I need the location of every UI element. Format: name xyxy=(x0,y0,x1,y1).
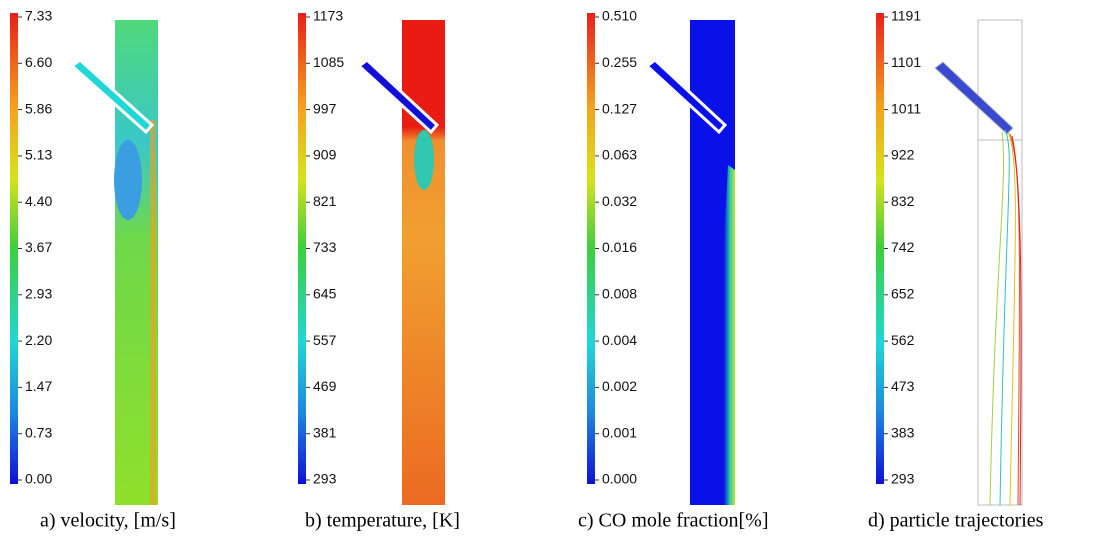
colorbar-label: 821 xyxy=(313,193,337,209)
colorbar xyxy=(10,13,18,484)
trajectory-plot xyxy=(934,19,1023,506)
colorbar-label: 0.002 xyxy=(602,378,637,394)
colorbar-label: 1101 xyxy=(891,54,921,70)
colorbar-label: 383 xyxy=(891,424,915,440)
colorbar xyxy=(587,13,595,484)
colorbar-label: 0.000 xyxy=(602,471,637,487)
colorbar-label: 832 xyxy=(891,193,915,209)
colorbar-label: 293 xyxy=(891,471,915,487)
colorbar-label: 0.008 xyxy=(602,286,637,302)
colorbar-label: 293 xyxy=(313,471,337,487)
colorbar-label: 1173 xyxy=(313,8,343,24)
colorbar-label: 1085 xyxy=(313,54,344,70)
colorbar-label: 0.127 xyxy=(602,100,637,116)
colorbar xyxy=(298,13,306,484)
colorbar-label: 0.004 xyxy=(602,332,637,348)
colorbar-label: 5.86 xyxy=(25,100,52,116)
colorbar-label: 733 xyxy=(313,239,337,255)
co-contour xyxy=(644,20,735,505)
colorbar-label: 5.13 xyxy=(25,147,52,163)
colorbar-label: 7.33 xyxy=(25,8,52,24)
caption: d) particle trajectories xyxy=(868,510,1044,532)
caption: b) temperature, [K] xyxy=(305,510,460,532)
colorbar-label: 0.063 xyxy=(602,147,637,163)
colorbar-label: 0.255 xyxy=(602,54,637,70)
colorbar-label: 469 xyxy=(313,378,337,394)
colorbar-label: 473 xyxy=(891,378,915,394)
colorbar-label: 0.032 xyxy=(602,193,637,209)
colorbar-label: 381 xyxy=(313,424,337,440)
colorbar-label: 997 xyxy=(313,100,337,116)
colorbar-label: 3.67 xyxy=(25,239,52,255)
temperature-contour xyxy=(356,20,445,505)
colorbar-label: 909 xyxy=(313,147,337,163)
colorbar-label: 557 xyxy=(313,332,337,348)
colorbar-label: 645 xyxy=(313,286,337,302)
colorbar-label: 2.93 xyxy=(25,286,52,302)
colorbar-label: 922 xyxy=(891,147,915,163)
velocity-contour xyxy=(69,20,158,505)
colorbar xyxy=(876,13,884,484)
colorbar-label: 0.001 xyxy=(602,424,637,440)
caption: c) CO mole fraction[%] xyxy=(578,510,768,532)
colorbar-label: 742 xyxy=(891,239,915,255)
colorbar-label: 0.00 xyxy=(25,471,52,487)
colorbar-label: 1011 xyxy=(891,100,921,116)
colorbar-label: 1191 xyxy=(891,8,921,24)
colorbar-label: 0.73 xyxy=(25,424,52,440)
colorbar-label: 652 xyxy=(891,286,915,302)
colorbar-label: 0.510 xyxy=(602,8,637,24)
colorbar-label: 1.47 xyxy=(25,378,52,394)
colorbar-label: 562 xyxy=(891,332,915,348)
colorbar-label: 4.40 xyxy=(25,193,52,209)
caption: a) velocity, [m/s] xyxy=(40,510,176,532)
colorbar-label: 2.20 xyxy=(25,332,52,348)
colorbar-label: 6.60 xyxy=(25,54,52,70)
colorbar-label: 0.016 xyxy=(602,239,637,255)
